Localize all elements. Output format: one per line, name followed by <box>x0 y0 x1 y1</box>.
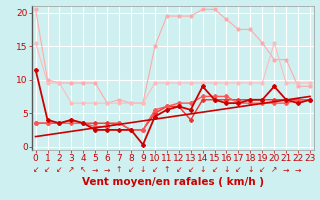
Text: →: → <box>295 165 301 174</box>
Text: ↓: ↓ <box>247 165 253 174</box>
Text: →: → <box>104 165 110 174</box>
Text: ↓: ↓ <box>223 165 230 174</box>
Text: ↙: ↙ <box>152 165 158 174</box>
Text: ↑: ↑ <box>164 165 170 174</box>
Text: ↙: ↙ <box>235 165 242 174</box>
Text: ↙: ↙ <box>259 165 266 174</box>
Text: ↓: ↓ <box>140 165 146 174</box>
Text: ↙: ↙ <box>56 165 63 174</box>
Text: ↗: ↗ <box>271 165 277 174</box>
Text: ↖: ↖ <box>80 165 86 174</box>
Text: →: → <box>283 165 289 174</box>
Text: ↙: ↙ <box>212 165 218 174</box>
Text: ↙: ↙ <box>44 165 51 174</box>
Text: ↓: ↓ <box>199 165 206 174</box>
Text: →: → <box>92 165 99 174</box>
Text: ↑: ↑ <box>116 165 122 174</box>
X-axis label: Vent moyen/en rafales ( km/h ): Vent moyen/en rafales ( km/h ) <box>82 177 264 187</box>
Text: ↙: ↙ <box>128 165 134 174</box>
Text: ↙: ↙ <box>176 165 182 174</box>
Text: ↗: ↗ <box>68 165 75 174</box>
Text: ↙: ↙ <box>188 165 194 174</box>
Text: ↙: ↙ <box>32 165 39 174</box>
